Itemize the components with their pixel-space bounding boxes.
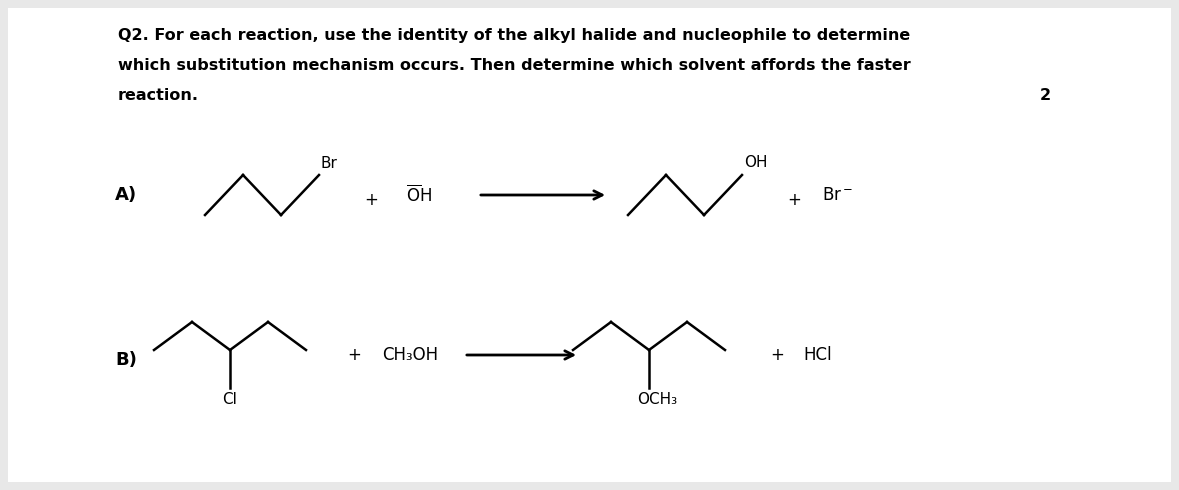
Text: reaction.: reaction.	[118, 88, 199, 103]
Text: Br: Br	[321, 156, 338, 171]
Text: B): B)	[116, 351, 137, 369]
FancyBboxPatch shape	[8, 8, 1171, 482]
Text: A): A)	[116, 186, 137, 204]
Text: which substitution mechanism occurs. Then determine which solvent affords the fa: which substitution mechanism occurs. The…	[118, 58, 910, 73]
Text: HCl: HCl	[803, 346, 831, 364]
Text: +: +	[347, 346, 361, 364]
Text: Br$^-$: Br$^-$	[822, 186, 854, 204]
Text: OH: OH	[744, 155, 768, 170]
Text: Cl: Cl	[222, 392, 237, 407]
Text: 2: 2	[1040, 88, 1052, 103]
Text: +: +	[788, 191, 801, 209]
Text: Q2. For each reaction, use the identity of the alkyl halide and nucleophile to d: Q2. For each reaction, use the identity …	[118, 28, 910, 43]
Text: CH₃OH: CH₃OH	[382, 346, 439, 364]
Text: OCH₃: OCH₃	[637, 392, 677, 407]
Text: $\mathdefault{\overline{O}}$H: $\mathdefault{\overline{O}}$H	[406, 184, 432, 206]
Text: +: +	[364, 191, 378, 209]
Text: +: +	[770, 346, 784, 364]
